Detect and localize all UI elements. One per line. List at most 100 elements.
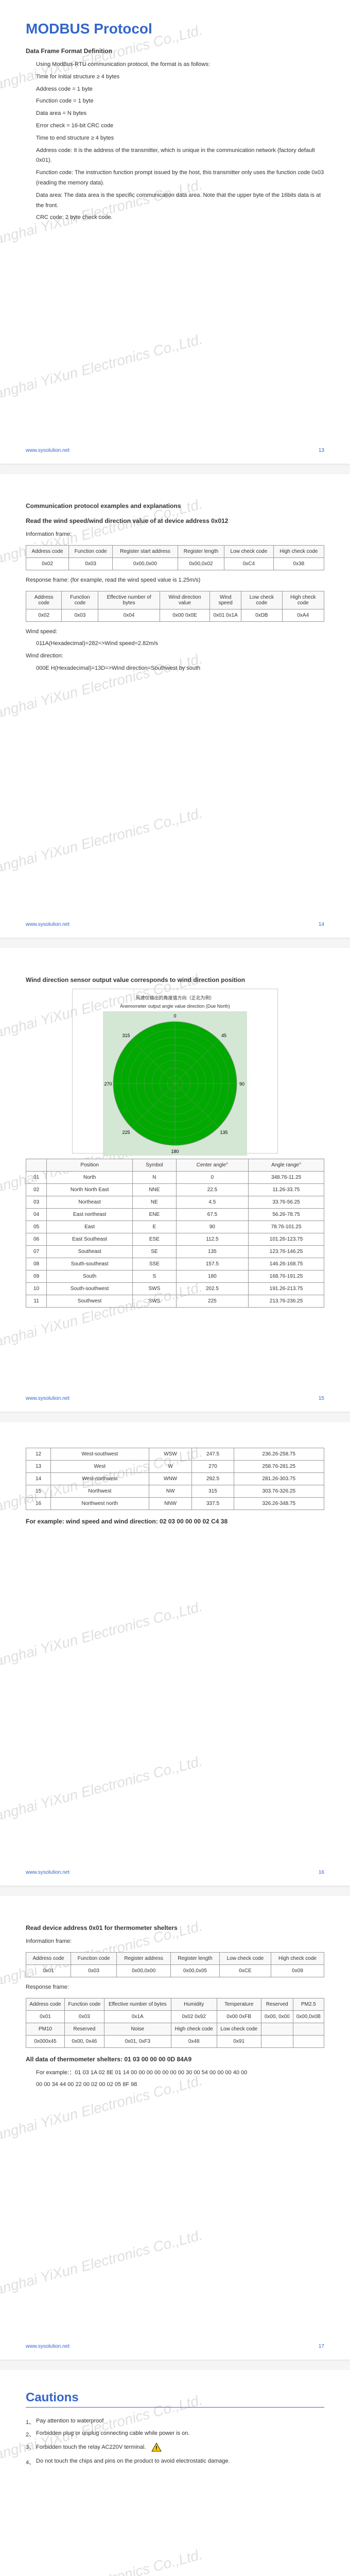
td: 01 bbox=[26, 1172, 47, 1184]
td: 292.5 bbox=[192, 1473, 234, 1485]
td: 07 bbox=[26, 1246, 47, 1258]
td: NW bbox=[149, 1485, 192, 1498]
wind-dir-label: Wind direction: bbox=[26, 651, 324, 662]
th: Address code bbox=[26, 1998, 65, 2010]
polar-chart: 0 45 90 135 180 225 270 315 bbox=[103, 1011, 247, 1156]
td: 0x01 bbox=[26, 2010, 65, 2023]
table-row: 12West-southwestWSW247.5236.26-258.75 bbox=[26, 1448, 324, 1461]
response-frame-table: Address code Function code Effective num… bbox=[26, 1998, 324, 2048]
th: Effective number of bytes bbox=[104, 1998, 171, 2010]
table-row: 06East SoutheastESE112.5101.26-123.75 bbox=[26, 1233, 324, 1246]
example-line: For example:：01 03 1A 02 8E 01 14 00 00 … bbox=[36, 2068, 324, 2078]
page-3: Shanghai YiXun Electronics Co.,Ltd. Shan… bbox=[0, 948, 350, 1412]
td: 0x01 bbox=[26, 1964, 71, 1977]
td: 0x91 bbox=[217, 2035, 261, 2047]
th: Humidity bbox=[171, 1998, 217, 2010]
td: 337.5 bbox=[192, 1498, 234, 1510]
td: Northwest north bbox=[51, 1498, 149, 1510]
td: 22.5 bbox=[176, 1184, 248, 1196]
td: West bbox=[51, 1461, 149, 1473]
td: 15 bbox=[26, 1485, 51, 1498]
th: Function code bbox=[62, 591, 98, 609]
td: 02 bbox=[26, 1184, 47, 1196]
footer-site: www.sysolution.net bbox=[26, 448, 69, 453]
th: Function code bbox=[71, 1952, 117, 1964]
td: 0x04 bbox=[98, 609, 160, 621]
svg-text:45: 45 bbox=[221, 1033, 226, 1038]
td: 0x09 bbox=[271, 1964, 324, 1977]
th: High check code bbox=[273, 545, 324, 557]
th: Center angle° bbox=[176, 1159, 248, 1172]
td: ENE bbox=[133, 1209, 177, 1221]
td: 0x02 0x92 bbox=[171, 2010, 217, 2023]
svg-text:90: 90 bbox=[239, 1081, 244, 1087]
th: Temperature bbox=[217, 1998, 261, 2010]
td: 0x38 bbox=[273, 557, 324, 570]
page-footer: www.sysolution.net 16 bbox=[26, 1870, 324, 1875]
example-line: 00 00 34 44 00 22 00 02 00 02 05 8F 98 bbox=[36, 2080, 324, 2090]
table-row: 10South-southwestSWS202.5191.26-213.75 bbox=[26, 1283, 324, 1295]
td: 4.5 bbox=[176, 1196, 248, 1209]
td: 0x00, 0x46 bbox=[65, 2035, 104, 2047]
td: Northeast bbox=[47, 1196, 133, 1209]
td: 56.26-78.75 bbox=[249, 1209, 324, 1221]
body-line: Address code: It is the address of the t… bbox=[36, 146, 324, 166]
caution-list: Pay attention to waterproof Forbidden pl… bbox=[26, 2418, 324, 2464]
warning-icon: ! bbox=[151, 2443, 162, 2452]
page-6: Shanghai YiXun Electronics Co.,Ltd. Shan… bbox=[0, 2370, 350, 2576]
td: 09 bbox=[26, 1270, 47, 1283]
td: Northwest bbox=[51, 1485, 149, 1498]
page-footer: www.sysolution.net 17 bbox=[26, 2344, 324, 2349]
td: SE bbox=[133, 1246, 177, 1258]
section-title: Wind direction sensor output value corre… bbox=[26, 976, 324, 984]
td: 11.26-33.75 bbox=[249, 1184, 324, 1196]
section-title: Data Frame Format Definition bbox=[26, 47, 324, 55]
td: 101.26-123.75 bbox=[249, 1233, 324, 1246]
footer-page-num: 15 bbox=[319, 1396, 324, 1401]
svg-text:!: ! bbox=[156, 2445, 158, 2451]
td: 13 bbox=[26, 1461, 51, 1473]
table-row: 16Northwest northNNW337.5326.26-348.75 bbox=[26, 1498, 324, 1510]
td: 0x02 bbox=[26, 557, 69, 570]
all-data-label: All data of thermometer shelters: 01 03 … bbox=[26, 2056, 324, 2063]
th: Symbol bbox=[133, 1159, 177, 1172]
td: 0x00,0x0B bbox=[293, 2010, 324, 2023]
th: Low check code bbox=[219, 1952, 271, 1964]
response-frame-table: Address code Function code Effective num… bbox=[26, 591, 324, 622]
td: 202.5 bbox=[176, 1283, 248, 1295]
table-row: 13WestW270258.76-281.25 bbox=[26, 1461, 324, 1473]
section-title: Read device address 0x01 for thermometer… bbox=[26, 1924, 324, 1931]
footer-site: www.sysolution.net bbox=[26, 1396, 69, 1401]
td: 12 bbox=[26, 1448, 51, 1461]
th: Low check code bbox=[224, 545, 274, 557]
td: 08 bbox=[26, 1258, 47, 1270]
td: 14 bbox=[26, 1473, 51, 1485]
wind-speed-calc: 011A(Hexadecimal)=282=>Wind speed=2.82m/… bbox=[36, 639, 324, 649]
th: Effective number of bytes bbox=[98, 591, 160, 609]
td: 0xCE bbox=[219, 1964, 271, 1977]
td: 0x00 0x0E bbox=[160, 609, 209, 621]
body-line: Function code: The instruction function … bbox=[36, 168, 324, 189]
body-line: Address code = 1 byte bbox=[36, 84, 324, 95]
th bbox=[26, 1159, 47, 1172]
table-row: 08South-southeastSSE157.5146.26-168.75 bbox=[26, 1258, 324, 1270]
td: E bbox=[133, 1221, 177, 1233]
table-row: 14West-northwestWNW292.5281.26-303.75 bbox=[26, 1473, 324, 1485]
svg-text:180: 180 bbox=[171, 1149, 179, 1154]
page-title: MODBUS Protocol bbox=[26, 21, 324, 37]
page-2: Shanghai YiXun Electronics Co.,Ltd. Shan… bbox=[0, 474, 350, 938]
th: Register length bbox=[171, 1952, 220, 1964]
body-line: CRC code: 2 byte check code. bbox=[36, 213, 324, 223]
svg-text:225: 225 bbox=[122, 1130, 130, 1135]
td: East bbox=[47, 1221, 133, 1233]
td: 10 bbox=[26, 1283, 47, 1295]
td: 0x00,0x00 bbox=[117, 1964, 171, 1977]
wind-dir-calc: 000E H(Hexadecimal)=13D=>Wind direction=… bbox=[36, 664, 324, 674]
th: Function code bbox=[65, 1998, 104, 2010]
wind-speed-label: Wind speed: bbox=[26, 627, 324, 637]
th: Reserved bbox=[261, 1998, 293, 2010]
td: 16 bbox=[26, 1498, 51, 1510]
watermark: Shanghai YiXun Electronics Co.,Ltd. bbox=[0, 2227, 204, 2302]
td: 33.76-56.25 bbox=[249, 1196, 324, 1209]
footer-page-num: 13 bbox=[319, 448, 324, 453]
